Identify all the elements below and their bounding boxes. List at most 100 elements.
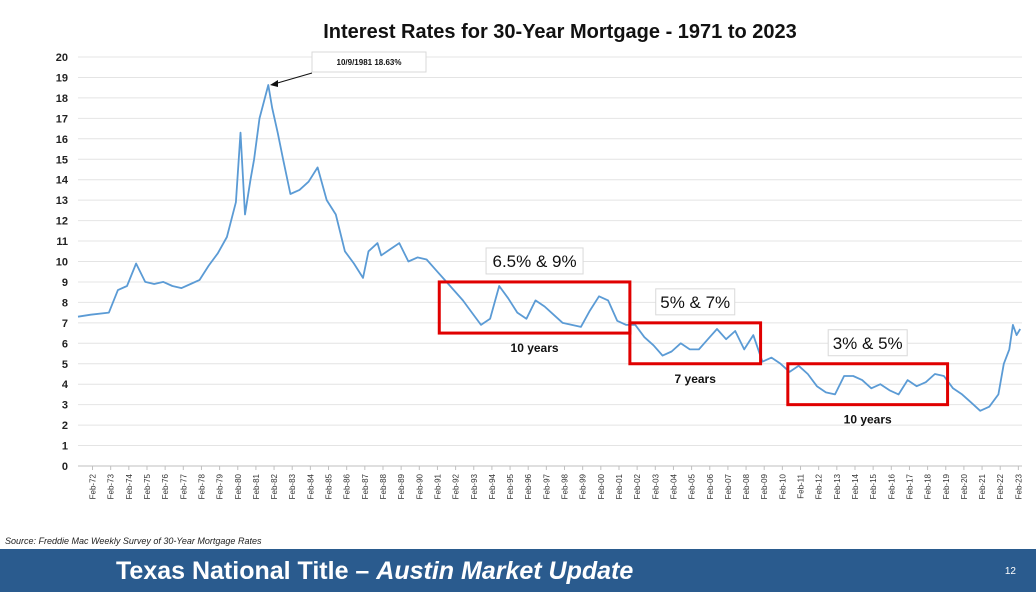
- footer-bar: Texas National Title – Austin Market Upd…: [0, 549, 1036, 592]
- x-tick-label: Feb-90: [415, 473, 424, 499]
- x-tick-label: Feb-88: [379, 473, 388, 499]
- peak-callout-arrowhead: [270, 80, 278, 87]
- x-tick-label: Feb-98: [561, 473, 570, 499]
- y-tick-label: 3: [62, 400, 68, 412]
- peak-callout: 10/9/1981 18.63%: [270, 51, 427, 87]
- x-tick-label: Feb-11: [797, 473, 806, 498]
- x-tick-label: Feb-86: [343, 473, 352, 499]
- x-tick-label: Feb-04: [669, 473, 678, 499]
- y-tick-label: 11: [56, 236, 68, 248]
- peak-callout-box: [311, 51, 427, 73]
- range-box: [786, 362, 950, 407]
- x-tick-label: Feb-10: [778, 473, 787, 499]
- range-label-box: [827, 329, 908, 357]
- x-tick-label: Feb-96: [524, 473, 533, 499]
- x-tick-label: Feb-92: [452, 473, 461, 499]
- x-tick-label: Feb-99: [579, 473, 588, 499]
- x-tick-label: Feb-87: [361, 473, 370, 499]
- x-tick-label: Feb-93: [470, 473, 479, 499]
- x-tick-label: Feb-05: [688, 473, 697, 499]
- grid-lines: [78, 56, 1022, 467]
- y-tick-label: 2: [62, 420, 68, 432]
- x-tick-label: Feb-74: [125, 473, 134, 499]
- x-tick-label: Feb-22: [996, 473, 1005, 499]
- y-tick-label: 5: [62, 359, 68, 371]
- x-tick-label: Feb-78: [197, 473, 206, 499]
- footer-title: Texas National Title – Austin Market Upd…: [116, 557, 633, 586]
- x-tick-label: Feb-19: [942, 473, 951, 499]
- x-tick-label: Feb-13: [833, 473, 842, 499]
- x-tick-label: Feb-16: [887, 473, 896, 499]
- x-tick-label: Feb-80: [234, 473, 243, 499]
- x-tick-label: Feb-89: [397, 473, 406, 499]
- peak-callout-label: 10/9/1981 18.63%: [337, 58, 402, 67]
- y-tick-label: 13: [56, 195, 68, 207]
- x-tick-label: Feb-01: [615, 473, 624, 499]
- x-tick-label: Feb-95: [506, 473, 515, 499]
- x-tick-label: Feb-73: [107, 473, 116, 499]
- peak-callout-arrow: [273, 72, 313, 85]
- y-tick-label: 19: [56, 72, 68, 84]
- page-number: 12: [1004, 566, 1016, 577]
- y-tick-label: 8: [62, 297, 68, 309]
- range-years-label: 10 years: [511, 341, 559, 355]
- x-tick-label: Feb-14: [851, 473, 860, 499]
- x-tick-label: Feb-07: [724, 473, 733, 499]
- y-tick-label: 15: [56, 154, 68, 166]
- y-tick-label: 1: [62, 441, 68, 453]
- x-tick-label: Feb-06: [706, 473, 715, 499]
- range-box: [628, 321, 763, 366]
- footer-title-emphasis: Austin Market Update: [376, 557, 634, 585]
- y-tick-label: 16: [56, 134, 68, 146]
- rate-series-line: [77, 84, 1021, 412]
- range-years-label: 7 years: [675, 372, 717, 386]
- x-tick-label: Feb-12: [815, 473, 824, 499]
- y-tick-label: 20: [56, 52, 68, 64]
- x-tick-label: Feb-79: [216, 473, 225, 499]
- mortgage-rate-chart: Interest Rates for 30-Year Mortgage - 19…: [56, 21, 1024, 499]
- y-tick-label: 9: [62, 277, 68, 289]
- x-tick-label: Feb-83: [288, 473, 297, 499]
- x-tick-label: Feb-75: [143, 473, 152, 499]
- x-tick-label: Feb-08: [742, 473, 751, 499]
- y-tick-label: 12: [56, 216, 68, 228]
- series-group: [77, 84, 1021, 412]
- x-tick-label: Feb-76: [161, 473, 170, 499]
- x-tick-label: Feb-72: [89, 473, 98, 499]
- x-tick-label: Feb-94: [488, 473, 497, 499]
- chart-title: Interest Rates for 30-Year Mortgage - 19…: [323, 21, 797, 43]
- x-tick-label: Feb-18: [924, 473, 933, 499]
- x-tick-label: Feb-97: [542, 473, 551, 499]
- y-tick-label: 10: [56, 257, 68, 269]
- x-tick-label: Feb-23: [1014, 473, 1023, 499]
- x-tick-label: Feb-09: [760, 473, 769, 499]
- y-tick-label: 18: [56, 93, 68, 105]
- x-tick-label: Feb-82: [270, 473, 279, 499]
- annotation-boxes: 6.5% & 9% 10 years 5% & 7% 7 years 3% & 5% 10…: [437, 247, 950, 427]
- footer-title-main: Texas National Title –: [116, 557, 377, 585]
- y-tick-label: 14: [56, 175, 69, 187]
- x-axis: Feb-72 Feb-73 Feb-74 Feb-75 Feb-76 Feb-77 Feb-…: [89, 466, 1023, 499]
- x-tick-label: Feb-85: [325, 473, 334, 499]
- source-note: Source: Freddie Mac Weekly Survey of 30-…: [5, 536, 262, 546]
- y-tick-label: 17: [56, 113, 68, 125]
- x-tick-label: Feb-02: [633, 473, 642, 499]
- x-tick-label: Feb-21: [978, 473, 987, 499]
- x-tick-label: Feb-91: [433, 473, 442, 499]
- range-years-label: 10 years: [844, 413, 892, 427]
- x-tick-label: Feb-15: [869, 473, 878, 499]
- range-label: 6.5% & 9%: [493, 252, 577, 271]
- x-tick-label: Feb-20: [960, 473, 969, 499]
- x-tick-label: Feb-77: [179, 473, 188, 499]
- range-label-box: [655, 288, 736, 316]
- x-tick-label: Feb-81: [252, 473, 261, 499]
- x-tick-label: Feb-17: [905, 473, 914, 499]
- y-tick-label: 7: [62, 318, 68, 330]
- x-tick-label: Feb-00: [597, 473, 606, 499]
- range-label: 3% & 5%: [833, 334, 903, 353]
- x-tick-label: Feb-03: [651, 473, 660, 499]
- x-tick-label: Feb-84: [306, 473, 315, 499]
- y-tick-label: 0: [62, 461, 68, 473]
- range-label: 5% & 7%: [660, 293, 730, 312]
